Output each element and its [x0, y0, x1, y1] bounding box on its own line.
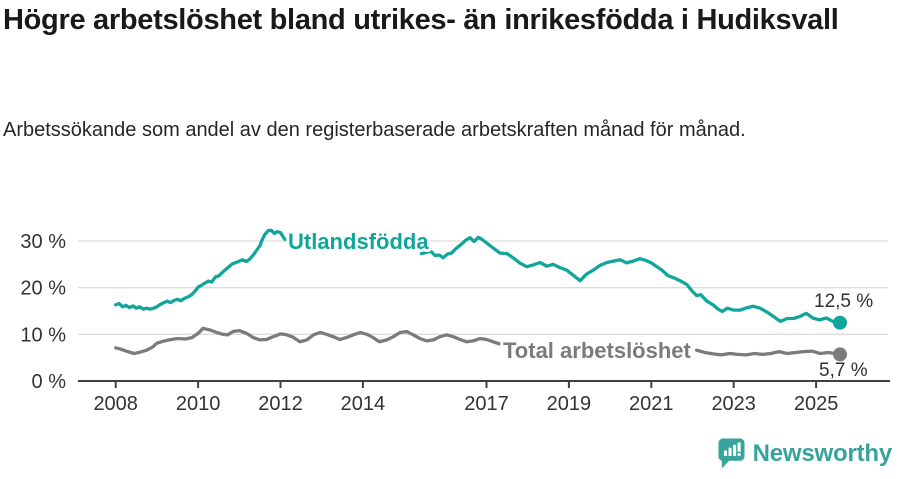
y-tick-label: 10 % [20, 324, 66, 346]
x-tick-label: 2008 [93, 393, 138, 415]
x-tick-label: 2014 [341, 393, 386, 415]
total-arbetsloshet-end-dot [833, 347, 847, 362]
x-tick-label: 2021 [629, 393, 674, 415]
y-tick-label: 20 % [20, 278, 66, 300]
x-tick-label: 2017 [464, 393, 509, 415]
utlandsfodda-end-dot [833, 315, 847, 330]
chart-subtitle: Arbetssökande som andel av den registerb… [3, 119, 746, 141]
x-tick-label: 2025 [794, 393, 839, 415]
utlandsfodda-line [419, 235, 842, 325]
utlandsfodda-series-label: Utlandsfödda [288, 229, 429, 254]
page-title: Högre arbetslöshet bland utrikes- än inr… [3, 4, 839, 36]
total-arbetsloshet-line [114, 326, 502, 356]
x-tick-label: 2023 [711, 393, 756, 415]
brand-name: Newsworthy [752, 439, 893, 467]
total-arbetsloshet-series-label: Total arbetslöshet [503, 338, 692, 363]
utlandsfodda-end-value-label: 12,5 % [814, 291, 873, 312]
newsworthy-icon [718, 438, 745, 469]
y-tick-label: 0 % [32, 371, 67, 393]
total-arbetsloshet-end-value-label: 5,7 % [819, 360, 868, 381]
newsworthy-logo: Newsworthy [718, 438, 892, 469]
total-arbetsloshet-line [694, 348, 842, 357]
x-tick-label: 2010 [176, 393, 221, 415]
utlandsfodda-line [114, 228, 291, 311]
y-tick-label: 30 % [20, 231, 66, 253]
x-tick-label: 2019 [547, 393, 592, 415]
x-tick-label: 2012 [258, 393, 303, 415]
